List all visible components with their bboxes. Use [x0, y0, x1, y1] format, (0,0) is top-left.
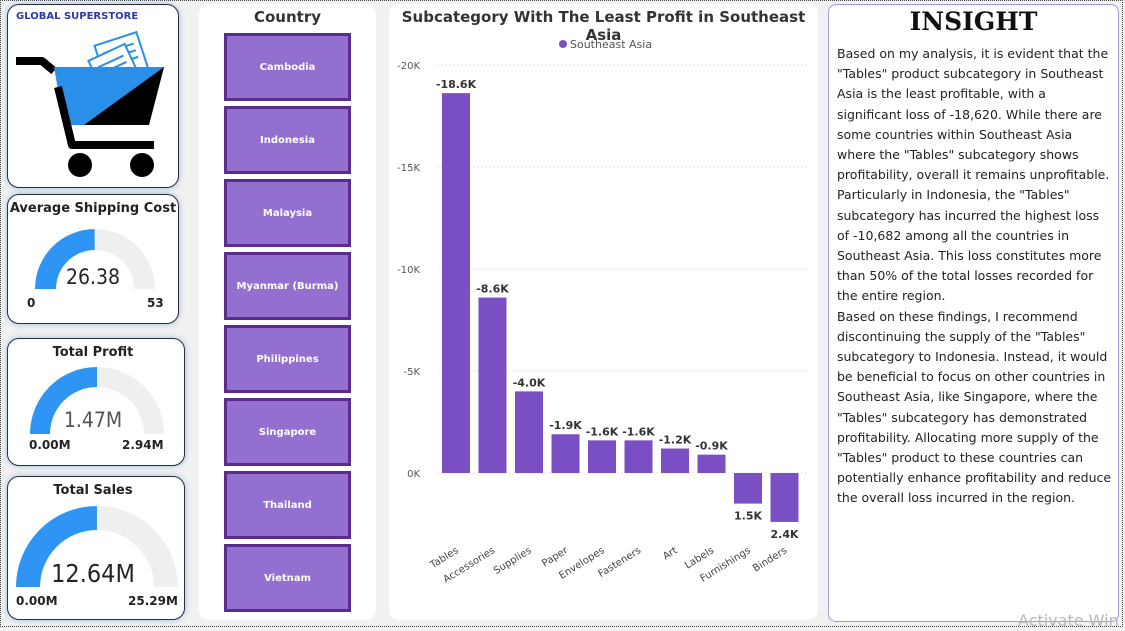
insight-card: INSIGHT Based on my analysis, it is evid… [828, 4, 1119, 622]
data-label: 2.4K [770, 528, 798, 541]
kpi-value: 12.64M [51, 559, 135, 588]
gauge [35, 229, 155, 289]
kpi-min: 0 [27, 296, 36, 310]
y-tick-label: 0K [407, 469, 420, 480]
kpi-max: 2.94M [122, 438, 164, 452]
logo-card: GLOBAL SUPERSTORE [7, 4, 179, 188]
logo-title: GLOBAL SUPERSTORE [16, 11, 139, 22]
y-tick-label: -20K [397, 61, 420, 72]
gauge-fill [16, 506, 97, 587]
chart-title: Subcategory With The Least Profit in Sou… [401, 8, 806, 44]
country-slicer: Country Cambodia Indonesia Malaysia Myan… [199, 4, 376, 620]
shopping-cart-icon [16, 30, 164, 177]
data-label: -1.9K [549, 419, 582, 432]
kpi-min: 0.00M [16, 594, 58, 608]
kpi-title: Total Sales [53, 483, 133, 498]
data-label: -1.2K [659, 434, 692, 447]
insight-paragraph: Based on my analysis, it is evident that… [837, 46, 1110, 183]
kpi-card-shipping: Average Shipping Cost 26.38 0 53 [7, 194, 179, 324]
kpi-card-profit: Total Profit 1.47M 0.00M 2.94M [7, 338, 185, 466]
data-label: -18.6K [436, 78, 477, 91]
bar [697, 454, 726, 473]
bar [624, 440, 653, 473]
insight-paragraph: Based on these findings, I recommend dis… [837, 308, 1112, 506]
bar [734, 473, 762, 504]
kpi-max: 53 [147, 296, 164, 310]
country-button-myanmar[interactable]: Myanmar (Burma) [224, 252, 351, 320]
x-tick-label: Binders [751, 545, 789, 574]
country-button-malaysia[interactable]: Malaysia [224, 179, 351, 247]
bar-chart: Southeast Asia-20K-15K-10K-5K0K-18.6KTab… [397, 38, 809, 586]
country-button-singapore[interactable]: Singapore [224, 398, 351, 466]
y-tick-label: -15K [397, 163, 420, 174]
slicer-title: Country [253, 8, 322, 26]
kpi-value: 1.47M [63, 408, 123, 432]
data-label: -1.6K [622, 425, 655, 438]
data-label: -8.6K [476, 283, 509, 296]
kpi-min: 0.00M [29, 438, 71, 452]
y-tick-label: -10K [397, 265, 420, 276]
bar [551, 434, 580, 473]
country-button-vietnam[interactable]: Vietnam [224, 544, 351, 612]
bar [478, 297, 507, 473]
insight-body: Based on my analysis, it is evident that… [837, 44, 1112, 509]
legend-marker [559, 40, 567, 48]
country-button-indonesia[interactable]: Indonesia [224, 106, 351, 174]
bar [661, 448, 689, 473]
country-button-philippines[interactable]: Philippines [224, 325, 351, 393]
data-label: -0.9K [695, 440, 728, 453]
insight-paragraph: Particularly in Indonesia, the "Tables" … [837, 187, 1102, 304]
bar [515, 391, 543, 473]
bar [442, 93, 470, 473]
kpi-title: Total Profit [52, 345, 134, 360]
activation-watermark: Activate Win [1018, 611, 1119, 630]
gauge [30, 367, 164, 434]
gauge-fill [30, 367, 97, 434]
y-tick-label: -5K [403, 367, 420, 378]
bar [770, 473, 799, 522]
gauge [16, 506, 178, 587]
kpi-card-sales: Total Sales 12.64M 0.00M 25.29M [7, 476, 185, 620]
chart-panel: Subcategory With The Least Profit in Sou… [389, 4, 818, 620]
data-label: 1.5K [734, 510, 762, 523]
bar [588, 440, 616, 473]
legend-label: Southeast Asia [570, 38, 652, 51]
kpi-value: 26.38 [65, 265, 121, 289]
gauge-fill [35, 229, 95, 289]
data-label: -1.6K [586, 425, 619, 438]
insight-title: INSIGHT [909, 7, 1038, 36]
x-tick-label: Supplies [492, 545, 534, 577]
kpi-title: Average Shipping Cost [9, 201, 177, 216]
data-label: -4.0K [513, 376, 546, 389]
x-tick-label: Art [661, 545, 680, 562]
country-button-thailand[interactable]: Thailand [224, 471, 351, 539]
kpi-max: 25.29M [128, 594, 178, 608]
country-button-cambodia[interactable]: Cambodia [224, 33, 351, 101]
